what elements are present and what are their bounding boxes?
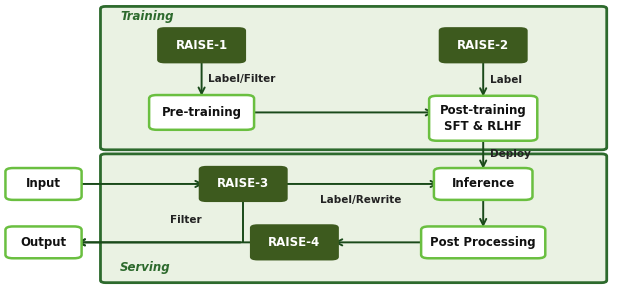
FancyBboxPatch shape	[421, 227, 545, 258]
Text: Serving: Serving	[120, 261, 171, 274]
FancyBboxPatch shape	[100, 6, 607, 150]
FancyBboxPatch shape	[6, 168, 82, 200]
FancyBboxPatch shape	[100, 154, 607, 283]
Text: Label/Rewrite: Label/Rewrite	[320, 195, 401, 205]
Text: Inference: Inference	[452, 178, 515, 190]
Text: Input: Input	[26, 178, 61, 190]
FancyBboxPatch shape	[250, 224, 339, 260]
Text: Post Processing: Post Processing	[430, 236, 536, 249]
Text: Output: Output	[20, 236, 67, 249]
FancyBboxPatch shape	[149, 95, 254, 130]
FancyBboxPatch shape	[198, 166, 288, 202]
Text: RAISE-4: RAISE-4	[268, 236, 321, 249]
FancyBboxPatch shape	[6, 227, 82, 258]
Text: RAISE-2: RAISE-2	[457, 39, 509, 52]
Text: Pre-training: Pre-training	[161, 106, 242, 119]
Text: Training: Training	[120, 10, 174, 22]
Text: Filter: Filter	[170, 215, 202, 225]
Text: Label/Filter: Label/Filter	[208, 74, 275, 84]
FancyBboxPatch shape	[439, 27, 528, 63]
Text: Label: Label	[490, 74, 522, 85]
Text: Post-training
SFT & RLHF: Post-training SFT & RLHF	[440, 104, 527, 133]
FancyBboxPatch shape	[157, 27, 246, 63]
Text: RAISE-1: RAISE-1	[175, 39, 228, 52]
Text: RAISE-3: RAISE-3	[217, 178, 269, 190]
FancyBboxPatch shape	[429, 96, 538, 141]
FancyBboxPatch shape	[434, 168, 532, 200]
Text: Deploy: Deploy	[490, 150, 531, 159]
